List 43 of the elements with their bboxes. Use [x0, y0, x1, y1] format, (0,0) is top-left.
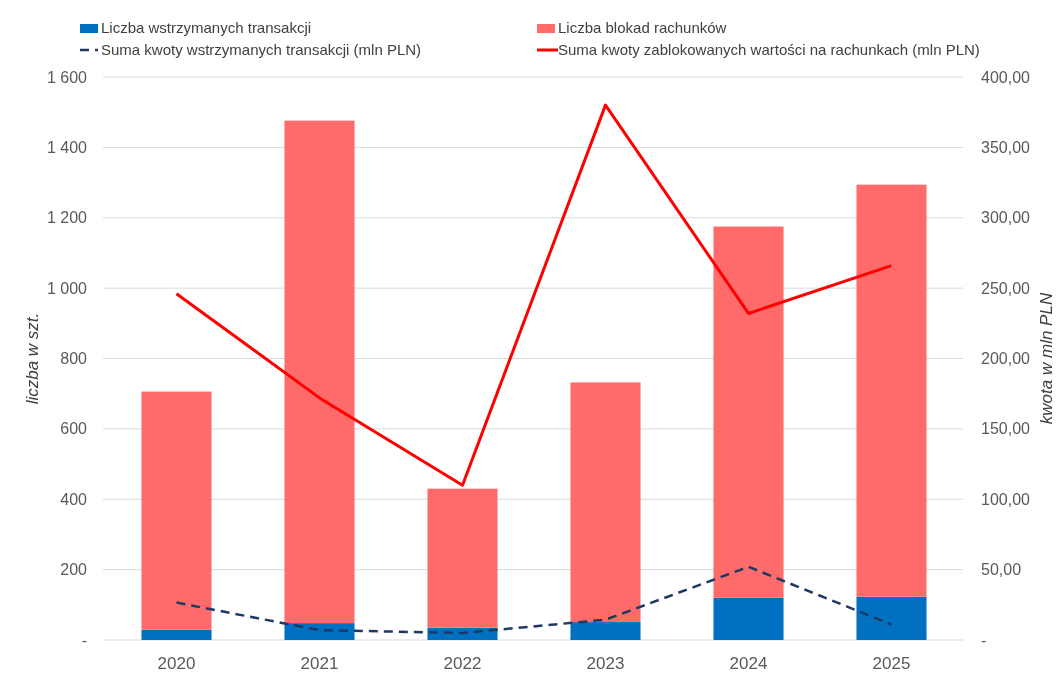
y-tick-label: 200 — [60, 561, 88, 579]
legend-label: Liczba blokad rachunków — [558, 19, 727, 37]
bar — [570, 382, 641, 623]
x-tick-label: 2025 — [872, 654, 911, 673]
y2-tick-label: 150,00 — [981, 420, 1031, 438]
x-tick-label: 2024 — [729, 654, 768, 673]
y2-tick-label: 200,00 — [981, 350, 1031, 368]
line-series — [175, 565, 893, 635]
bar — [856, 184, 927, 597]
bar — [713, 597, 784, 640]
y-tick-label: 600 — [60, 420, 88, 438]
bar — [570, 622, 641, 640]
y-tick-label: 400 — [60, 490, 88, 508]
y-tick-label: 1 600 — [46, 68, 88, 86]
y2-tick-label: 250,00 — [981, 279, 1031, 297]
bar — [141, 391, 212, 630]
bar — [427, 488, 498, 628]
legend-label: Suma kwoty zablokowanych wartości na rachunkach (mln PLN) — [558, 41, 980, 59]
bar — [284, 120, 355, 624]
legend-label: Suma kwoty wstrzymanych transakcji (mln PLN) — [101, 41, 422, 59]
line-series — [175, 103, 893, 487]
y2-tick-label: 400,00 — [981, 68, 1031, 86]
bar — [284, 623, 355, 640]
y2-tick-label: 350,00 — [981, 138, 1031, 156]
y-tick-label: 800 — [60, 350, 88, 368]
y2-tick-label: 100,00 — [981, 490, 1031, 508]
y-axis-title: liczba w szt. — [23, 312, 42, 405]
bar — [713, 226, 784, 598]
y-tick-label: 1 000 — [46, 279, 88, 297]
x-tick-label: 2022 — [443, 654, 482, 673]
y-tick-label: 1 200 — [46, 209, 88, 227]
y2-tick-label: 50,00 — [981, 561, 1022, 579]
bar — [856, 596, 927, 640]
bar — [141, 629, 212, 640]
y-tick-label: - — [81, 631, 87, 649]
x-tick-label: 2021 — [300, 654, 339, 673]
x-tick-label: 2023 — [586, 654, 625, 673]
y2-tick-label: - — [981, 631, 987, 649]
legend-label: Liczba wstrzymanych transakcji — [101, 19, 312, 37]
y-tick-label: 1 400 — [46, 138, 88, 156]
y2-tick-label: 300,00 — [981, 209, 1031, 227]
x-tick-label: 2020 — [157, 654, 196, 673]
y2-axis-title: kwota w mln PLN — [1037, 292, 1056, 425]
